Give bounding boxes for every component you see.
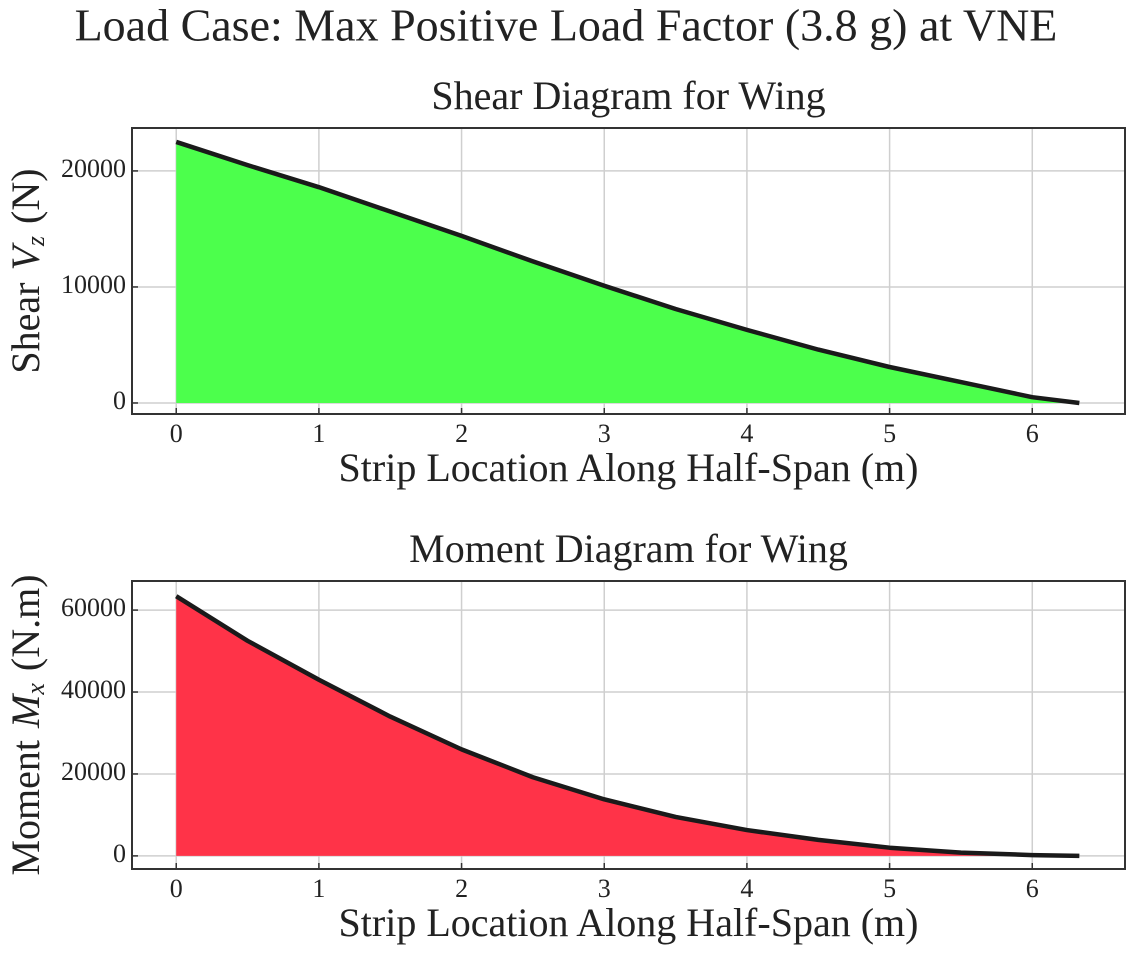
y-tick-label: 0 [113,386,126,415]
y-label-unit: (N) [3,168,48,224]
y-axis-label: Shear Vz (N) [3,168,50,373]
axes-frame [131,127,1126,415]
axes-title: Moment Diagram for Wing [409,526,848,571]
x-tick-label: 3 [598,419,611,448]
y-label-subscript: x [21,683,50,696]
x-tick-label: 5 [883,419,896,448]
y-tick-label: 60000 [61,593,126,622]
y-axis-label: Moment Mx (N.m) [3,574,50,875]
y-label-text: Shear [3,283,48,374]
x-tick-label: 0 [170,419,183,448]
x-tick-label: 2 [455,419,468,448]
x-tick-label: 1 [312,419,325,448]
x-tick-label: 3 [598,874,611,903]
x-tick-label: 0 [170,874,183,903]
y-tick-label: 20000 [61,154,126,183]
x-tick-label: 6 [1026,419,1039,448]
x-tick-label: 4 [740,874,753,903]
x-tick-label: 6 [1026,874,1039,903]
line [175,594,1080,859]
area-fill [176,141,1080,403]
area-fill [176,596,1080,856]
y-tick-label: 0 [113,839,126,868]
x-tick-label: 2 [455,874,468,903]
x-axis-label: Strip Location Along Half-Span (m) [339,445,919,490]
x-axis-label: Strip Location Along Half-Span (m) [339,900,919,945]
x-tick-label: 5 [883,874,896,903]
axes-title: Shear Diagram for Wing [431,73,825,118]
y-label-subscript: z [21,236,50,247]
y-tick-label: 20000 [61,757,126,786]
y-label-text: Moment [3,740,48,876]
y-tick-label: 10000 [61,270,126,299]
line [175,139,1080,406]
x-tick-label: 1 [312,874,325,903]
y-tick-label: 40000 [61,675,126,704]
axes-frame [131,580,1126,870]
x-tick-label: 4 [740,419,753,448]
y-label-unit: (N.m) [3,574,48,671]
y-label-symbol: V [3,242,48,271]
y-label-symbol: M [3,692,48,729]
figure-title: Load Case: Max Positive Load Factor (3.8… [75,0,1058,51]
